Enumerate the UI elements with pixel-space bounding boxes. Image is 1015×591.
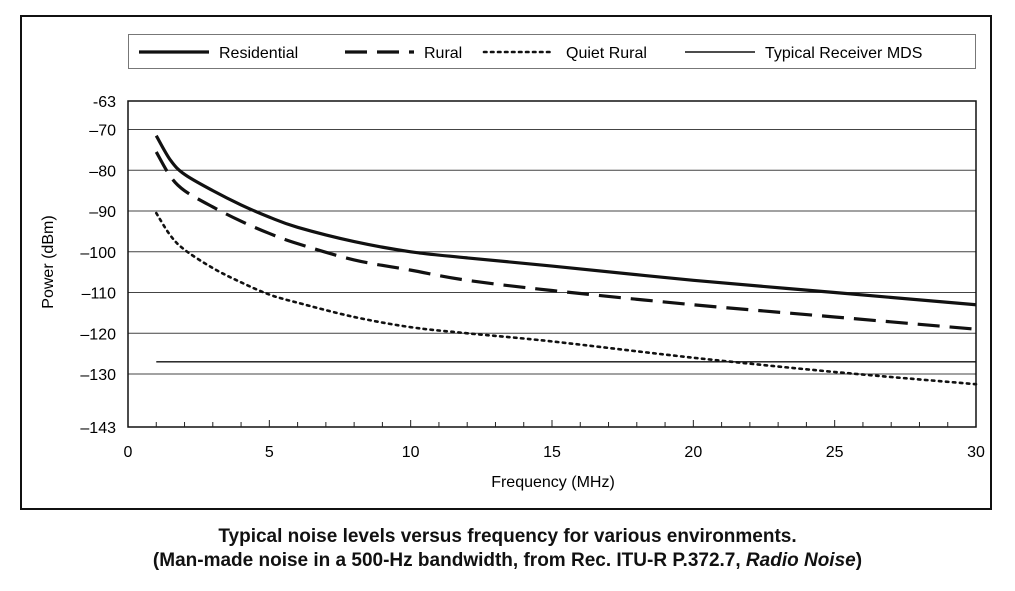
minor-ticks bbox=[155, 420, 949, 427]
series-line-rural bbox=[154, 151, 977, 331]
caption-line-2-italic: Radio Noise bbox=[745, 550, 856, 571]
series-line-residential bbox=[154, 134, 977, 307]
legend-label: Quiet Rural bbox=[566, 45, 647, 62]
y-tick-label: –130 bbox=[80, 367, 116, 384]
x-tick-label: 25 bbox=[826, 444, 844, 461]
caption-line-2-prefix: (Man-made noise in a 500-Hz bandwidth, f… bbox=[152, 550, 746, 571]
legend-box bbox=[128, 34, 976, 69]
y-tick-label: –70 bbox=[89, 123, 116, 140]
y-tick-label: –143 bbox=[80, 420, 116, 437]
y-tick-label: -63 bbox=[93, 94, 116, 111]
figure-frame bbox=[20, 15, 992, 510]
grid-lines bbox=[128, 129, 976, 375]
y-tick-label: –110 bbox=[82, 286, 117, 303]
y-tick-label: –90 bbox=[89, 204, 116, 221]
plot-area bbox=[127, 100, 977, 428]
legend-label: Typical Receiver MDS bbox=[765, 45, 922, 62]
y-tick-label: –100 bbox=[80, 245, 116, 262]
x-tick-label: 30 bbox=[967, 444, 985, 461]
figure-caption: Typical noise levels versus frequency fo… bbox=[0, 525, 1015, 573]
series-line-quiet-rural bbox=[154, 211, 978, 386]
y-tick-label: –120 bbox=[80, 326, 116, 343]
x-tick-label: 15 bbox=[543, 444, 561, 461]
caption-line-1: Typical noise levels versus frequency fo… bbox=[218, 526, 797, 547]
x-tick-label: 0 bbox=[124, 444, 133, 461]
x-axis-label: Frequency (MHz) bbox=[491, 474, 615, 491]
caption-line-2: (Man-made noise in a 500-Hz bandwidth, f… bbox=[0, 549, 1015, 573]
x-tick-label: 5 bbox=[265, 444, 274, 461]
x-tick-label: 10 bbox=[402, 444, 420, 461]
series-layer bbox=[154, 134, 978, 386]
y-tick-labels: -63 –70 –80 –90 –100 –110 –120 –130 –143 bbox=[80, 94, 116, 437]
x-tick-labels: 0 5 10 15 20 25 30 bbox=[124, 444, 985, 461]
legend: Residential Rural Quiet Rural Typical Recei… bbox=[139, 45, 922, 62]
y-axis-label: Power (dBm) bbox=[40, 215, 57, 308]
legend-label: Rural bbox=[424, 45, 462, 62]
y-tick-label: –80 bbox=[89, 163, 116, 180]
x-tick-label: 20 bbox=[684, 444, 702, 461]
caption-line-2-suffix: ) bbox=[855, 550, 863, 571]
legend-label: Residential bbox=[219, 45, 298, 62]
